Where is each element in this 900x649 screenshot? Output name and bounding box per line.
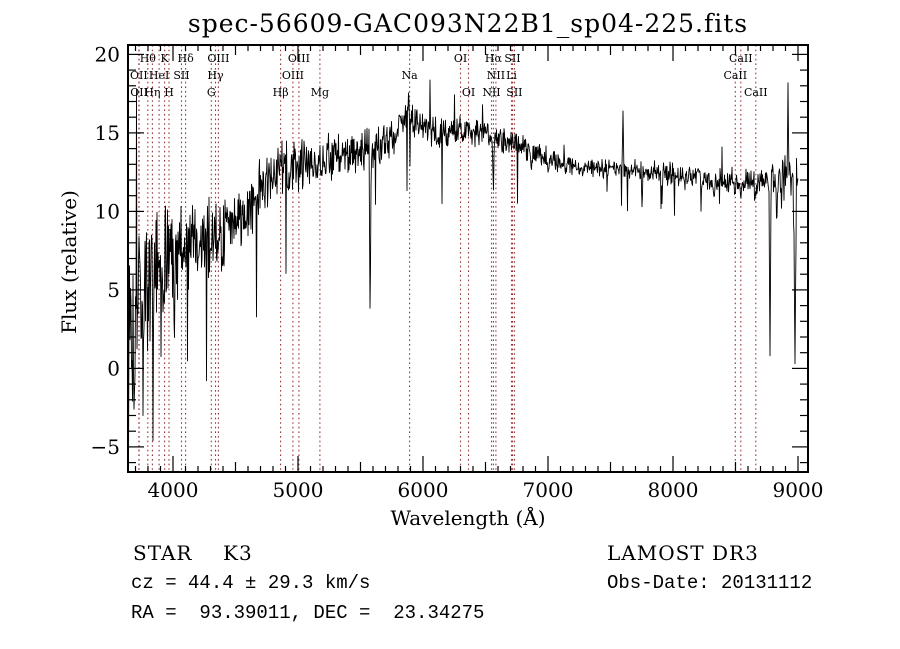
spectral-line-label: OII xyxy=(130,69,148,82)
spectral-line-markers xyxy=(138,45,757,472)
plot-axes xyxy=(127,44,809,473)
y-tick-label: 15 xyxy=(95,121,120,145)
x-tick-label: 9000 xyxy=(773,478,824,502)
spectral-line-label: Na xyxy=(402,69,419,82)
spectral-line-label: HeI xyxy=(149,69,169,82)
y-tick-label: 5 xyxy=(107,278,120,302)
subclass-label: K3 xyxy=(223,541,253,565)
spectral-line-label: CaII xyxy=(729,52,753,65)
spectral-line-label: CaII xyxy=(723,69,747,82)
spectral-line-label: SII xyxy=(173,69,189,82)
spectral-line-label: Li xyxy=(506,69,517,82)
spectral-line-label: Hβ xyxy=(273,86,289,99)
spectral-line-label: H xyxy=(164,86,174,99)
survey-release-label: LAMOST DR3 xyxy=(607,541,759,565)
y-tick-label: 0 xyxy=(107,356,120,380)
x-tick-label: 7000 xyxy=(523,478,574,502)
x-tick-label: 4000 xyxy=(148,478,199,502)
classification-label: STAR xyxy=(133,541,193,565)
spectral-line-label: SII xyxy=(506,86,522,99)
spectral-line-label: CaII xyxy=(744,86,768,99)
spectral-line-label: OI xyxy=(462,86,475,99)
x-tick-label: 8000 xyxy=(648,478,699,502)
spectral-line-label: OIII xyxy=(207,52,229,65)
spectral-line-label: Hθ xyxy=(140,52,157,65)
ra-dec-readout: RA = 93.39011, DEC = 23.34275 xyxy=(131,602,485,624)
spectral-line-label: Mg xyxy=(311,86,329,99)
spectral-line-label: SII xyxy=(504,52,520,65)
y-axis-title: Flux (relative) xyxy=(57,190,81,334)
spectral-line-label: OIII xyxy=(288,52,310,65)
spectral-line-label: NII xyxy=(482,86,500,99)
spectral-line-label: OII xyxy=(130,86,148,99)
y-tick-label: 10 xyxy=(95,199,120,223)
spectral-line-label: OI xyxy=(454,52,467,65)
spectral-line-label: Hα xyxy=(485,52,503,65)
spectral-line-label: K xyxy=(160,52,169,65)
obs-date-label: Obs-Date: 20131112 xyxy=(607,572,813,594)
x-tick-label: 5000 xyxy=(273,478,324,502)
spectral-line-label: Hγ xyxy=(207,69,224,82)
spectral-line-label: Hδ xyxy=(177,52,194,65)
x-axis-title: Wavelength (Å) xyxy=(390,505,545,530)
plot-frame xyxy=(127,44,809,473)
spectrum-trace xyxy=(128,79,799,470)
x-tick-label: 6000 xyxy=(398,478,449,502)
spectral-line-label: Hη xyxy=(144,86,160,99)
spectral-line-label: G xyxy=(207,86,216,99)
spectrum-flux-curve xyxy=(128,79,799,470)
spectral-line-label: NII xyxy=(487,69,505,82)
spectral-line-label: OIII xyxy=(282,69,304,82)
y-tick-label: −5 xyxy=(91,435,120,459)
axis-tick-labels: 4000 5000 6000 7000 8000 9000 20 15 10 5 0 −5 xyxy=(91,42,824,502)
y-tick-label: 20 xyxy=(95,42,120,66)
cz-readout: cz = 44.4 ± 29.3 km/s xyxy=(131,572,371,594)
plot-title: spec-56609-GAC093N22B1_sp04-225.fits xyxy=(187,9,749,38)
